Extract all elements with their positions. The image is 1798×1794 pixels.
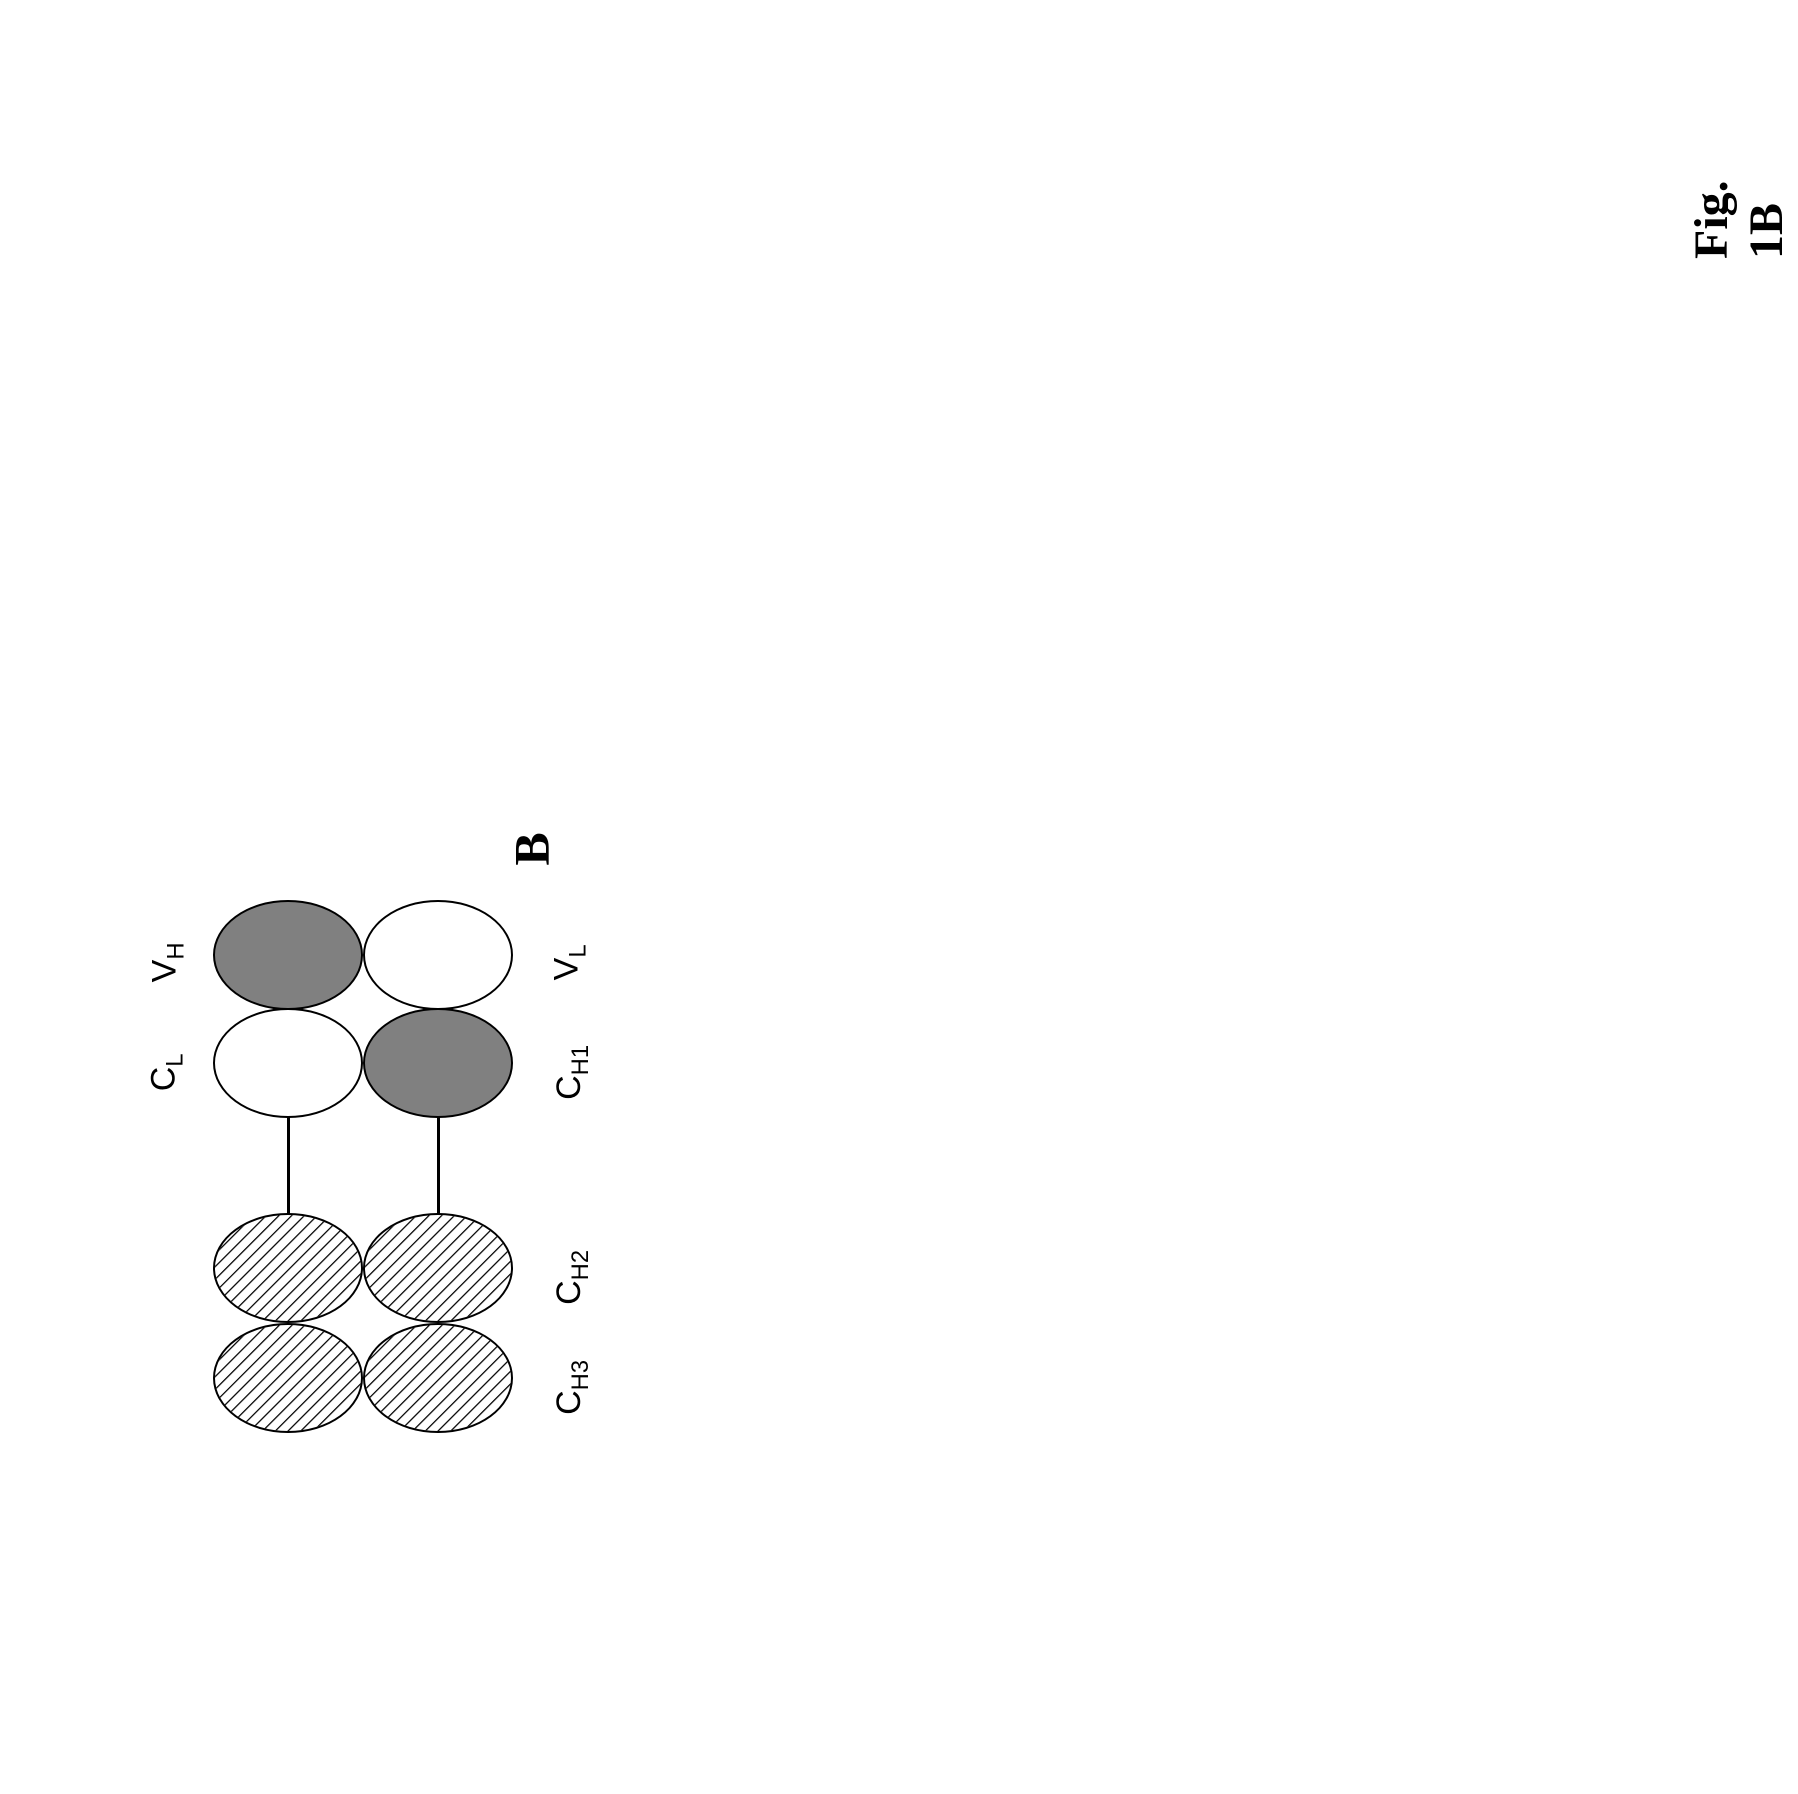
- label-ch3: CH3: [550, 1360, 595, 1415]
- domain-vh: [213, 900, 363, 1010]
- figure-title: Fig. 1B: [1684, 141, 1794, 259]
- hatch-icon: [365, 1215, 513, 1323]
- label-vh: VH: [146, 942, 191, 982]
- label-ch2: CH2: [550, 1250, 595, 1305]
- label-ch2-sub: H2: [567, 1250, 594, 1280]
- label-vh-main: V: [146, 960, 184, 983]
- domain-cl: [213, 1008, 363, 1118]
- label-ch3-main: C: [550, 1390, 588, 1415]
- label-ch1: CH1: [550, 1045, 595, 1100]
- domain-ch1: [363, 1008, 513, 1118]
- label-ch1-main: C: [550, 1075, 588, 1100]
- label-vl-main: V: [548, 958, 586, 981]
- domain-ch2-left: [213, 1213, 363, 1323]
- label-cl-main: C: [145, 1067, 183, 1092]
- domain-ch2-right: [363, 1213, 513, 1323]
- hatch-icon: [215, 1325, 363, 1433]
- hatch-icon: [365, 1325, 513, 1433]
- hinge-left: [287, 1115, 290, 1215]
- panel-label: B: [503, 832, 561, 865]
- hinge-right: [437, 1115, 440, 1215]
- label-cl: CL: [145, 1053, 190, 1091]
- label-vl: VL: [548, 944, 593, 980]
- domain-vl: [363, 900, 513, 1010]
- label-ch2-main: C: [550, 1280, 588, 1305]
- label-cl-sub: L: [161, 1053, 188, 1066]
- domain-ch3-left: [213, 1323, 363, 1433]
- label-ch3-sub: H3: [567, 1360, 594, 1390]
- label-ch1-sub: H1: [567, 1045, 594, 1075]
- label-vl-sub: L: [564, 944, 591, 957]
- hatch-icon: [215, 1215, 363, 1323]
- label-vh-sub: H: [162, 942, 189, 959]
- domain-ch3-right: [363, 1323, 513, 1433]
